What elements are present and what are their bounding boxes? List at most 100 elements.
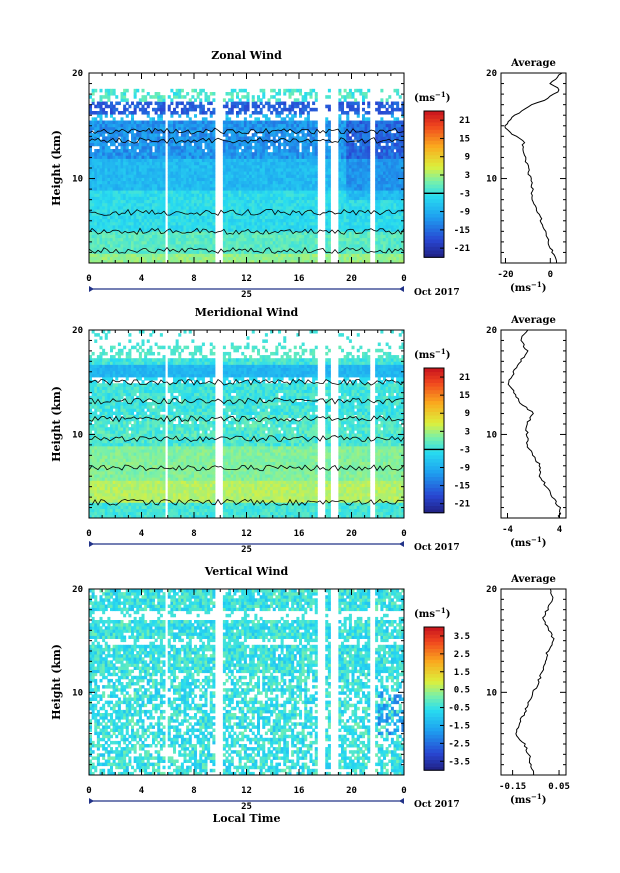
heatmap-cell <box>170 190 174 194</box>
heatmap-cell <box>222 174 226 178</box>
heatmap-cell <box>188 174 192 178</box>
heatmap-cell <box>354 126 358 131</box>
heatmap-cell <box>149 240 153 245</box>
heatmap-cell <box>327 190 331 194</box>
heatmap-cell <box>89 237 93 242</box>
heatmap-cell <box>243 190 247 194</box>
heatmap-cell <box>304 142 308 147</box>
heatmap-cell <box>327 174 331 178</box>
heatmap-cell <box>173 209 177 213</box>
heatmap-cell <box>257 253 261 258</box>
heatmap-cell <box>133 133 137 137</box>
heatmap-cell <box>133 126 137 131</box>
heatmap-cell <box>280 206 284 210</box>
heatmap-cell <box>275 209 279 213</box>
heatmap-cell <box>348 136 352 140</box>
heatmap-cell <box>144 253 148 258</box>
heatmap-cell <box>136 164 140 169</box>
heatmap-cell <box>194 234 198 239</box>
heatmap-cell <box>186 244 190 248</box>
heatmap-cell <box>375 209 379 213</box>
heatmap-cell <box>243 225 247 229</box>
heatmap-cell <box>112 120 116 125</box>
heatmap-cell <box>259 164 263 169</box>
heatmap-cell <box>288 111 292 115</box>
heatmap-cell <box>94 225 98 229</box>
heatmap-cell <box>285 130 289 134</box>
heatmap-cell <box>102 136 106 140</box>
heatmap-cell <box>380 202 384 207</box>
heatmap-cell <box>380 88 384 93</box>
heatmap-cell <box>138 202 142 207</box>
heatmap-cell <box>186 133 190 137</box>
heatmap-cell <box>194 168 198 172</box>
heatmap-cell <box>96 104 100 109</box>
heatmap-cell <box>194 212 198 216</box>
heatmap-cell <box>230 221 234 226</box>
heatmap-cell <box>228 187 232 191</box>
heatmap-cell <box>136 145 140 150</box>
heatmap-cell <box>120 123 124 128</box>
heatmap-cell <box>175 240 179 245</box>
heatmap-cell <box>356 111 360 115</box>
heatmap-cell <box>194 139 198 144</box>
heatmap-cell <box>246 126 250 131</box>
heatmap-cell <box>115 206 119 210</box>
heatmap-cell <box>285 126 289 131</box>
heatmap-cell <box>133 174 137 178</box>
heatmap-cell <box>275 174 279 178</box>
heatmap-cell <box>133 104 137 109</box>
heatmap-cell <box>251 250 255 254</box>
heatmap-cell <box>264 117 268 121</box>
heatmap-cell <box>327 187 331 191</box>
heatmap-cell <box>175 101 179 106</box>
heatmap-cell <box>136 193 140 197</box>
heatmap-cell <box>178 190 182 194</box>
heatmap-cell <box>209 155 213 159</box>
heatmap-cell <box>146 237 150 242</box>
heatmap-cell <box>293 101 297 106</box>
heatmap-cell <box>204 215 208 220</box>
heatmap-cell <box>154 234 158 239</box>
heatmap-cell <box>251 234 255 239</box>
heatmap-cell <box>362 209 366 213</box>
heatmap-cell <box>141 95 145 99</box>
heatmap-cell <box>380 215 384 220</box>
heatmap-cell <box>296 161 300 166</box>
heatmap-cell <box>375 259 379 264</box>
heatmap-cell <box>375 202 379 207</box>
heatmap-cell <box>291 142 295 147</box>
heatmap-cell <box>343 174 347 178</box>
heatmap-cell <box>96 142 100 147</box>
heatmap-cell <box>230 196 234 201</box>
heatmap-cell <box>154 190 158 194</box>
heatmap-cell <box>128 187 132 191</box>
heatmap-cell <box>107 161 111 166</box>
heatmap-cell <box>96 199 100 204</box>
heatmap-cell <box>178 92 182 96</box>
heatmap-cell <box>199 231 203 235</box>
heatmap-cell <box>259 250 263 254</box>
heatmap-cell <box>314 253 318 258</box>
heatmap-cell <box>207 171 211 175</box>
heatmap-cell <box>278 202 282 207</box>
heatmap-cell <box>146 120 150 125</box>
heatmap-cell <box>110 180 114 185</box>
heatmap-cell <box>188 123 192 128</box>
heatmap-cell <box>131 114 135 118</box>
heatmap-cell <box>154 145 158 150</box>
heatmap-cell <box>115 158 119 163</box>
heatmap-cell <box>112 234 116 239</box>
heatmap-cell <box>152 209 156 213</box>
heatmap-cell <box>377 234 381 239</box>
heatmap-cell <box>251 221 255 226</box>
heatmap-cell <box>152 142 156 147</box>
heatmap-cell <box>144 202 148 207</box>
heatmap-cell <box>201 240 205 245</box>
heatmap-cell <box>251 206 255 210</box>
heatmap-cell <box>254 174 258 178</box>
heatmap-cell <box>306 209 310 213</box>
heatmap-cell <box>149 180 153 185</box>
heatmap-cell <box>306 161 310 166</box>
heatmap-cell <box>291 155 295 159</box>
